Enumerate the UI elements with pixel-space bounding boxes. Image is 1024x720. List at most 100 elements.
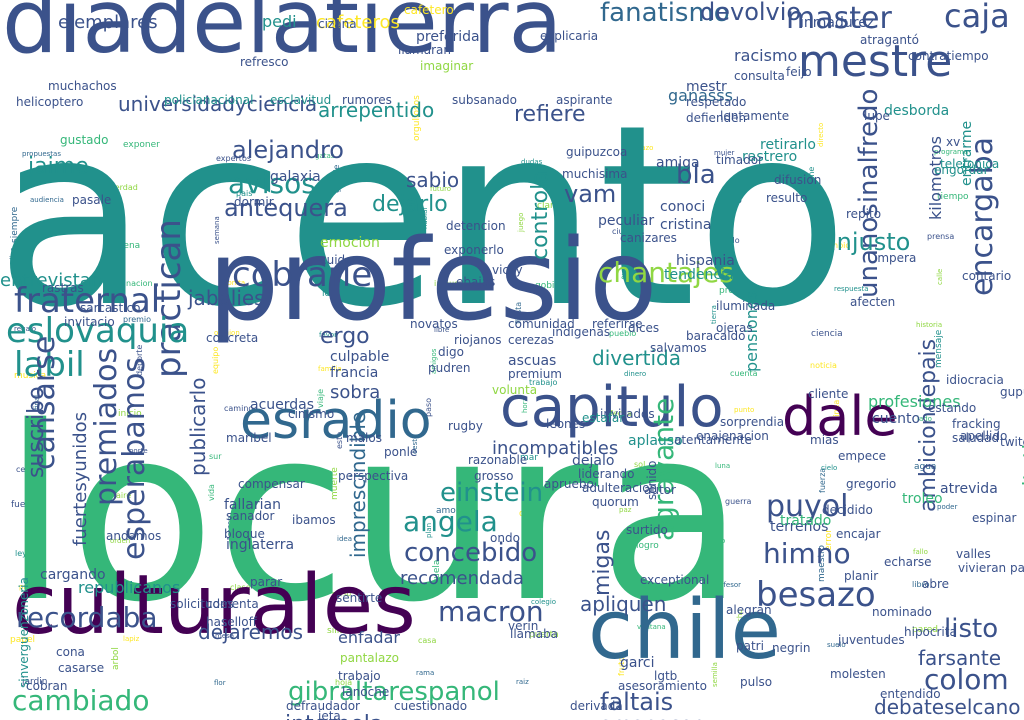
word-preferida: preferida xyxy=(416,29,480,45)
word-pared: pared xyxy=(912,625,938,635)
word-pais: pais xyxy=(236,189,253,198)
word-helicoptero: helicoptero xyxy=(16,95,84,109)
word-guerra: guerra xyxy=(725,497,752,506)
word-abre: abre xyxy=(922,577,950,591)
word-cuenta: cuenta xyxy=(730,369,758,378)
word-ley: ley xyxy=(15,549,27,558)
word-llamaba: llamaba xyxy=(510,627,559,641)
word-guipuzcoa: guipuzcoa xyxy=(566,145,628,159)
word-ventana: ventana xyxy=(637,623,666,631)
word-lado: lado xyxy=(917,415,932,423)
word-ponle: ponle xyxy=(384,445,418,459)
word-fracking: fracking xyxy=(952,417,1001,431)
word-mar: mar xyxy=(520,453,538,463)
word-perspectiva: perspectiva xyxy=(338,469,409,483)
word-gupura: gupura xyxy=(1000,385,1024,399)
word-curso: curso xyxy=(332,590,352,598)
word-injusto: injusto xyxy=(830,228,911,256)
word-hoja: hoja xyxy=(335,678,353,687)
word-clase: clase xyxy=(230,583,251,592)
word-chantajes: chantajes xyxy=(598,256,734,289)
word-cambio: cambio xyxy=(821,241,851,250)
word-gibraltarespanol: gibraltarespanol xyxy=(288,677,500,707)
word-molesten: molesten xyxy=(830,667,886,681)
word-fallarian: fallarian xyxy=(224,497,281,513)
word-novatos: novatos xyxy=(410,317,458,331)
word-cambiado: cambiado xyxy=(12,684,150,717)
word-lectura: lectura xyxy=(322,289,354,299)
word-decidido: decidido xyxy=(822,503,873,517)
word-locura: locura xyxy=(2,375,746,655)
word-devolvio: devolvio xyxy=(700,0,802,26)
word-recomendada: recomendada xyxy=(400,568,524,589)
word-avisos: avisos xyxy=(228,167,316,200)
word-maribel: maribel xyxy=(226,431,272,445)
word-premio: premio xyxy=(123,315,152,324)
word-meta: meta xyxy=(522,535,543,544)
word-paz: paz xyxy=(619,506,632,514)
word-tendencia: tendencia xyxy=(664,267,734,283)
word-exceptional: exceptional xyxy=(640,573,710,587)
word-respuesta: respuesta xyxy=(834,285,869,293)
word-ciencia: ciencia xyxy=(811,329,843,339)
word-angela: angela xyxy=(403,505,498,538)
word-dudas: dudas xyxy=(521,158,543,166)
word-alegran: alegran xyxy=(726,603,772,617)
word-partido: partido xyxy=(711,236,740,245)
word-twiter: twiter xyxy=(1000,435,1024,449)
word-colegio: colegio xyxy=(531,598,557,606)
word-defienden: defienden xyxy=(686,111,747,125)
word-hispania: hispania xyxy=(676,253,735,269)
word-diadelatierra: diadelatierra xyxy=(2,0,563,73)
word-pasito: pasito xyxy=(1010,561,1024,575)
word-pulso: pulso xyxy=(740,675,773,689)
word-inmadurez: inmadurez xyxy=(800,15,875,31)
word-profesor: profesor xyxy=(712,581,742,589)
word-invitacio: invitacio xyxy=(64,315,115,329)
word-engordar: engordar xyxy=(934,163,989,177)
word-culpable: culpable xyxy=(330,349,390,365)
word-jeta: jeta xyxy=(318,709,341,720)
word-enajenacion: enajenacion xyxy=(696,429,769,443)
word-negrin: negrin xyxy=(772,641,811,655)
word-recordaba: recordaba xyxy=(16,601,158,634)
word-rastras: rastras xyxy=(42,281,84,295)
word-gatas: gatas xyxy=(315,152,335,160)
word-incompatibles: incompatibles xyxy=(492,438,619,459)
word-interpela: interpela xyxy=(285,714,383,720)
word-impera: impera xyxy=(874,251,917,265)
word-mestre: mestre xyxy=(798,36,953,87)
word-rugby: rugby xyxy=(448,419,483,433)
word-buena: buena xyxy=(112,241,141,251)
word-cafeteros: cafeteros xyxy=(316,12,400,33)
word-puerta: puerta xyxy=(529,630,559,640)
word-macron: macron xyxy=(438,595,544,628)
word-cona: cona xyxy=(56,645,85,659)
word-enfadar: enfadar xyxy=(338,628,400,647)
word-atrevida: atrevida xyxy=(940,481,998,497)
word-subsanado: subsanado xyxy=(452,93,517,107)
word-labil: labil xyxy=(14,345,85,385)
word-jabalies: jabalies xyxy=(188,286,265,310)
word-lanoche: lanoche xyxy=(342,685,390,699)
word-aspirante: aspirante xyxy=(556,93,613,107)
word-pedi: pedi xyxy=(262,12,297,31)
word-mujer: mujer xyxy=(714,149,735,157)
word-poder: poder xyxy=(937,503,958,511)
word-trabajo: trabajo xyxy=(529,378,558,387)
word-haselloff: haselloff xyxy=(206,615,257,629)
word-verdad: verdad xyxy=(110,183,138,192)
word-amor: amor xyxy=(436,506,460,516)
word-rumores: rumores xyxy=(342,93,392,107)
word-hipocrita: hipocrita xyxy=(904,625,957,639)
word-dormir: dormir xyxy=(234,195,274,209)
word-exponerlo: exponerlo xyxy=(444,243,504,257)
word-trabajo: trabajo xyxy=(338,669,381,683)
word-echarse: echarse xyxy=(884,555,932,569)
word-impuesto: impuesto xyxy=(434,279,472,288)
word-riojanos: riojanos xyxy=(454,333,502,347)
word-amiga: amiga xyxy=(656,155,700,171)
word-opinion: opinion xyxy=(214,329,240,337)
word-exito: exito xyxy=(708,537,726,545)
word-dinero: dinero xyxy=(624,370,647,378)
